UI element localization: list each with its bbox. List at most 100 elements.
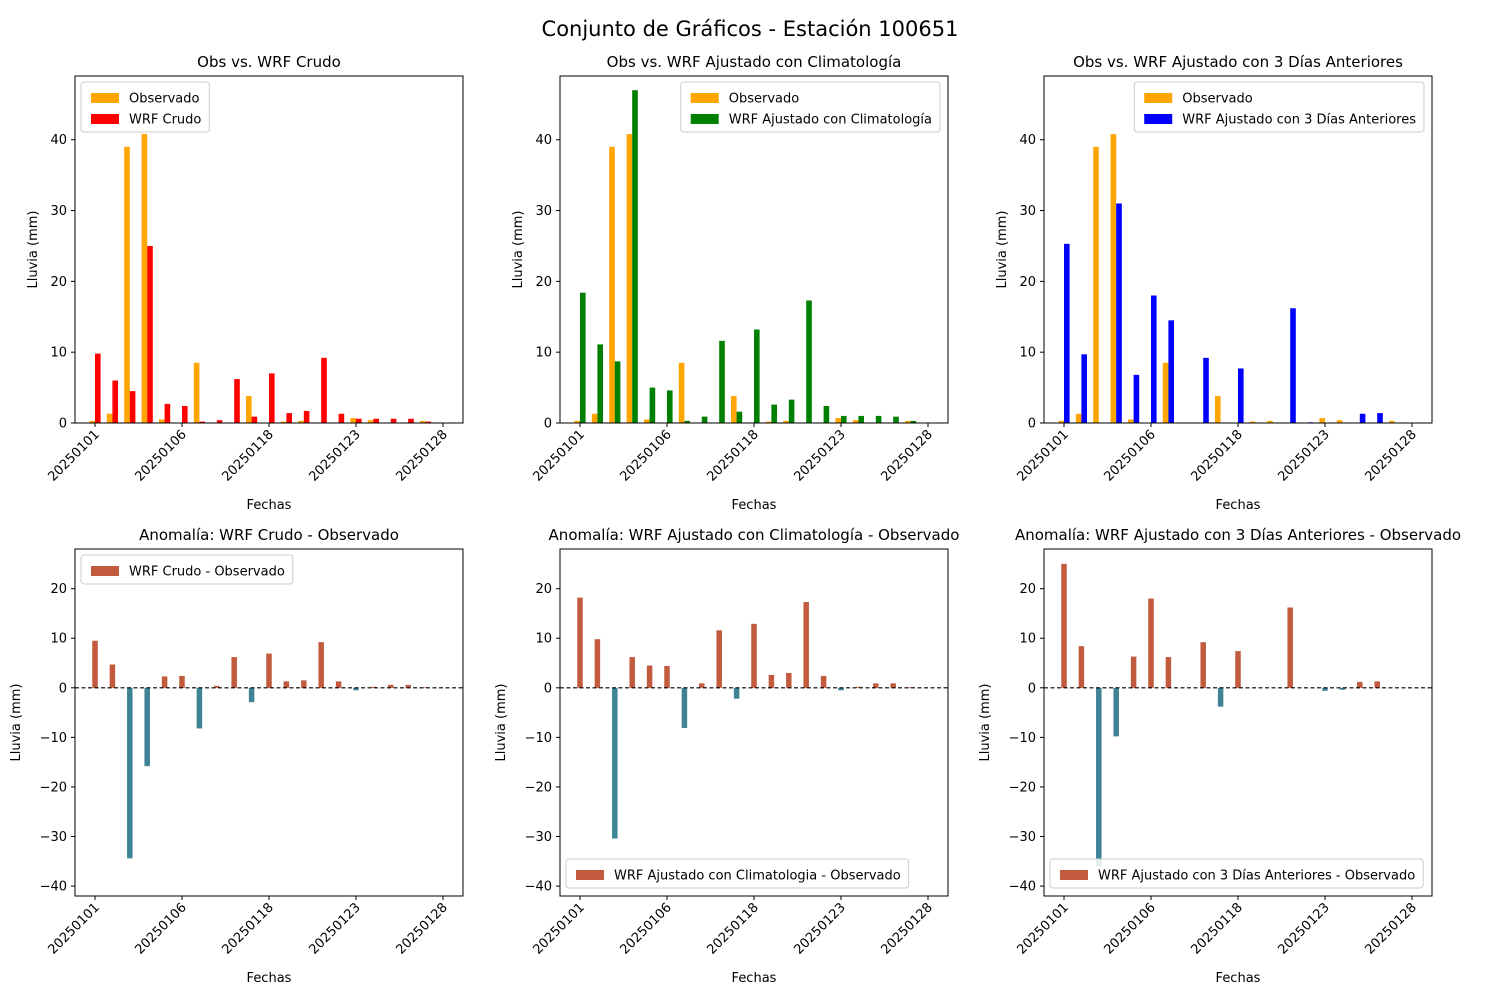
chart-title: Obs vs. WRF Ajustado con 3 Días Anterior… xyxy=(1073,53,1403,71)
bars xyxy=(574,90,917,423)
legend-box xyxy=(565,858,910,889)
bar xyxy=(92,640,98,688)
bar xyxy=(159,419,165,423)
x-tick-label: 20250128 xyxy=(1362,900,1419,957)
bar xyxy=(1217,687,1224,707)
y-tick-label: −10 xyxy=(1009,731,1036,746)
bar xyxy=(147,245,153,423)
bar xyxy=(1290,308,1296,423)
bar xyxy=(1151,295,1157,423)
bar xyxy=(283,681,290,688)
y-tick-label: −20 xyxy=(40,780,67,795)
x-tick-label: 20250106 xyxy=(132,427,189,484)
bar xyxy=(751,623,757,688)
y-tick-label: 0 xyxy=(59,681,67,696)
bar xyxy=(905,420,911,423)
bar xyxy=(771,404,777,423)
y-tick-label: 10 xyxy=(50,346,67,361)
bar xyxy=(1116,203,1122,423)
x-tick-label: 20250128 xyxy=(393,427,450,484)
bars xyxy=(1061,563,1380,867)
bar xyxy=(754,329,760,423)
legend-swatch xyxy=(91,114,119,124)
bar xyxy=(646,665,653,688)
bar xyxy=(280,421,287,423)
x-tick-label: 20250106 xyxy=(1101,900,1158,957)
y-tick-label: 40 xyxy=(535,133,552,148)
chart-title: Obs vs. WRF Crudo xyxy=(197,53,341,71)
bar xyxy=(858,415,864,423)
bar xyxy=(612,687,618,839)
y-tick-label: 30 xyxy=(535,204,552,219)
y-tick-label: −40 xyxy=(1009,880,1036,895)
legend-label: WRF Crudo - Observado xyxy=(129,565,285,580)
bar xyxy=(788,399,795,423)
legend-label: Observado xyxy=(1182,92,1253,107)
bar xyxy=(1287,607,1293,688)
bar xyxy=(425,421,432,423)
legend-box xyxy=(1049,858,1424,889)
bar xyxy=(231,657,237,688)
bar xyxy=(420,420,426,423)
bar xyxy=(95,353,101,423)
bar xyxy=(1322,687,1328,691)
x-tick-label: 20250123 xyxy=(791,900,848,957)
bar xyxy=(574,420,580,423)
y-tick-label: −20 xyxy=(525,780,552,795)
y-tick-label: 0 xyxy=(544,417,552,432)
bar xyxy=(266,653,272,688)
bar xyxy=(786,672,792,688)
bar xyxy=(246,396,252,423)
bar xyxy=(196,687,203,729)
x-tick-label: 20250123 xyxy=(1275,427,1332,484)
bar xyxy=(1061,563,1067,688)
bar xyxy=(1389,420,1395,423)
bar xyxy=(179,675,185,688)
x-axis-label: Fechas xyxy=(247,971,292,986)
bar xyxy=(164,403,171,423)
legend-label: WRF Ajustado con Climatologia - Observad… xyxy=(614,869,901,884)
bar xyxy=(820,675,827,688)
bar xyxy=(1078,646,1085,688)
bar xyxy=(1215,396,1221,423)
bar xyxy=(353,687,359,691)
bar xyxy=(408,418,414,423)
bar xyxy=(719,340,725,423)
y-tick-label: 20 xyxy=(1019,275,1036,290)
y-tick-label: −20 xyxy=(1009,780,1036,795)
bar xyxy=(875,415,882,423)
bar xyxy=(1113,687,1119,737)
bar xyxy=(301,680,307,688)
y-axis-label: Lluvia (mm) xyxy=(494,684,509,762)
y-tick-label: −30 xyxy=(40,830,67,845)
bar xyxy=(318,642,324,688)
y-tick-label: −40 xyxy=(525,880,552,895)
x-tick-label: 20250106 xyxy=(617,900,674,957)
y-tick-label: 10 xyxy=(535,346,552,361)
legend-box xyxy=(1133,81,1425,133)
axes-frame xyxy=(1043,548,1433,897)
y-tick-label: 0 xyxy=(1028,681,1036,696)
legend-label: WRF Crudo xyxy=(129,113,201,128)
x-tick-label: 20250128 xyxy=(878,427,935,484)
bar xyxy=(806,300,812,423)
y-tick-label: −10 xyxy=(40,731,67,746)
x-tick-label: 20250101 xyxy=(530,427,587,484)
bar xyxy=(667,390,673,423)
bar xyxy=(234,379,240,423)
bar xyxy=(701,416,708,423)
bar xyxy=(124,146,130,423)
chart-title: Obs vs. WRF Ajustado con Climatología xyxy=(607,53,902,71)
legend-swatch xyxy=(91,566,119,576)
bar xyxy=(216,420,223,423)
y-tick-label: 30 xyxy=(50,204,67,219)
legend-swatch xyxy=(91,93,119,103)
bar xyxy=(422,687,429,688)
bar xyxy=(321,357,327,423)
chart-title: Anomalía: WRF Ajustado con Climatología … xyxy=(549,526,960,544)
y-tick-label: −30 xyxy=(1009,830,1036,845)
bar xyxy=(597,344,603,423)
bar xyxy=(731,396,737,423)
y-tick-label: 20 xyxy=(50,275,67,290)
bar xyxy=(1203,357,1209,423)
